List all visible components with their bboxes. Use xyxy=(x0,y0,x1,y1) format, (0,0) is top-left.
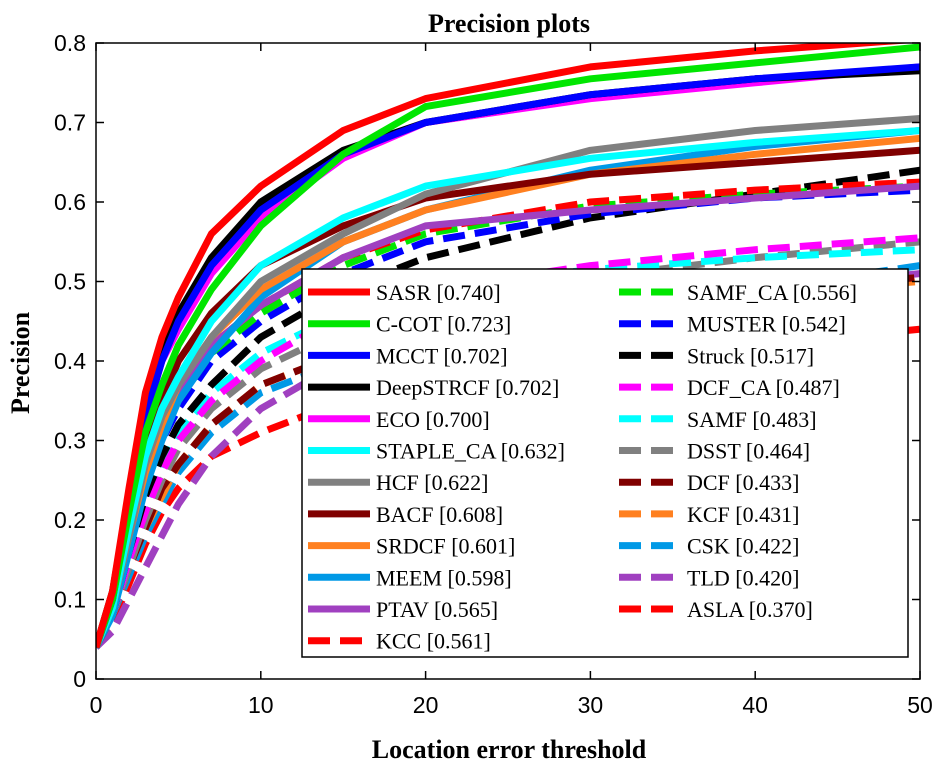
y-tick-label: 0.4 xyxy=(54,348,86,374)
chart-title: Precision plots xyxy=(428,9,590,38)
y-axis-label: Precision xyxy=(6,311,35,414)
y-tick-label: 0.3 xyxy=(54,428,86,454)
legend-entry-label: KCF [0.431] xyxy=(687,502,799,527)
plot-frame xyxy=(95,42,921,680)
x-axis-label: Location error threshold xyxy=(372,735,647,764)
series-line xyxy=(96,43,914,649)
x-tick-label: 0 xyxy=(90,692,103,718)
legend-entry-label: SAMF [0.483] xyxy=(687,407,817,432)
legend-entry-label: MUSTER [0.542] xyxy=(687,312,846,337)
x-tick-label: 10 xyxy=(248,692,274,718)
legend-entry-label: CSK [0.422] xyxy=(687,534,799,559)
y-tick-label: 0.1 xyxy=(54,587,86,613)
legend-entry-label: DSST [0.464] xyxy=(687,439,810,464)
legend-entry-label: DCF [0.433] xyxy=(687,470,799,495)
legend-entry-label: ECO [0.700] xyxy=(376,407,490,432)
legend-entry-label: TLD [0.420] xyxy=(687,565,799,590)
series-layer xyxy=(96,43,920,650)
legend-box xyxy=(301,268,909,658)
legend-entry-label: Struck [0.517] xyxy=(687,343,814,368)
legend-entry-label: KCC [0.561] xyxy=(376,629,491,654)
y-tick-label: 0.6 xyxy=(54,189,86,215)
legend-entry-label: PTAV [0.565] xyxy=(376,597,498,622)
legend-entry-label: SAMF_CA [0.556] xyxy=(687,280,857,305)
legend-entry-label: STAPLE_CA [0.632] xyxy=(376,439,565,464)
legend-entry-label: BACF [0.608] xyxy=(376,502,503,527)
y-tick-label: 0.5 xyxy=(54,269,86,295)
series-line xyxy=(96,127,920,649)
legend-entry-label: HCF [0.622] xyxy=(376,470,488,495)
legend-entry-label: DCF_CA [0.487] xyxy=(687,375,840,400)
legend-entry-label: SASR [0.740] xyxy=(376,280,501,305)
y-tick-label: 0.8 xyxy=(54,30,86,56)
legend: SASR [0.740] C-COT [0.723] MCCT [0.702] Dee… xyxy=(301,268,909,658)
y-tick-label: 0.2 xyxy=(54,507,86,533)
y-tick-label: 0.7 xyxy=(54,110,86,136)
series-line xyxy=(96,234,920,649)
y-tick-label: 0 xyxy=(73,666,86,692)
legend-entry-label: DeepSTRCF [0.702] xyxy=(376,375,559,400)
legend-entry-label: MCCT [0.702] xyxy=(376,343,508,368)
legend-entry-label: C-COT [0.723] xyxy=(376,312,511,337)
x-tick-label: 50 xyxy=(907,692,933,718)
legend-entry-label: SRDCF [0.601] xyxy=(376,534,515,559)
ticks-layer: 0 10 20 30 40 50 0 0.1 0.2 0.3 0.4 0.5 0.6 0.7 0.8 xyxy=(54,30,933,718)
legend-entry-label: ASLA [0.370] xyxy=(687,597,813,622)
legend-entry-label: MEEM [0.598] xyxy=(376,565,512,590)
x-tick-label: 20 xyxy=(413,692,439,718)
series-line xyxy=(96,43,920,649)
x-tick-label: 40 xyxy=(742,692,768,718)
x-tick-label: 30 xyxy=(578,692,604,718)
